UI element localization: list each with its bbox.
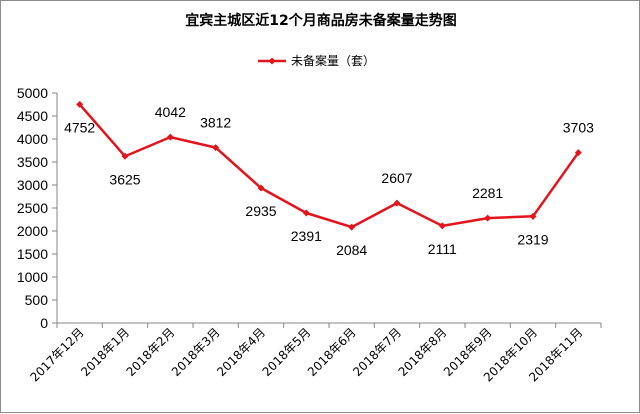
chart-title: 宜宾主城区近12个月商品房未备案量走势图 [185,12,456,29]
data-point-marker [348,223,356,231]
data-point-marker [393,199,401,207]
y-tick-label: 2500 [17,200,48,216]
y-tick-label: 5000 [17,85,48,101]
legend: 未备案量（套） [258,53,375,68]
y-tick-label: 1000 [17,269,48,285]
data-point-marker [574,149,582,157]
y-tick-label: 4000 [17,131,48,147]
data-label: 2281 [472,185,503,201]
axes [52,92,602,328]
y-tick-label: 500 [25,292,49,308]
data-label: 4042 [155,104,186,120]
data-point-marker [76,100,84,108]
data-label: 2935 [245,203,276,219]
data-point-marker [212,144,220,152]
data-labels: 4752 3625 4042 3812 2935 2391 2084 2607 2111 2281… [64,104,594,258]
data-point-marker [257,184,265,192]
y-tick-label: 1500 [17,246,48,262]
legend-marker-swatch [268,57,276,65]
y-tick-label: 0 [40,315,48,331]
y-tick-label: 2000 [17,223,48,239]
y-axis-ticks: 0 500 1000 1500 2000 2500 3000 3500 4000 4500 5000 [17,85,48,331]
data-point-marker [166,133,174,141]
data-point-marker [529,212,537,220]
data-label: 3703 [563,120,594,136]
data-label: 3625 [109,171,140,187]
legend-label: 未备案量（套） [291,53,375,68]
data-label: 2319 [517,231,548,247]
data-label: 3812 [200,115,231,131]
data-label: 2607 [381,170,412,186]
y-tick-label: 3500 [17,154,48,170]
data-point-marker [121,152,129,160]
data-label: 2111 [428,241,457,257]
data-label: 2084 [336,242,367,258]
data-point-marker [484,214,492,222]
y-tick-label: 3000 [17,177,48,193]
series-group [76,100,582,231]
data-label: 4752 [64,119,95,135]
data-point-marker [438,222,446,230]
series-line [78,103,580,229]
y-tick-label: 4500 [17,108,48,124]
data-point-marker [302,209,310,217]
x-axis-ticks: 2017年12月2018年1月2018年2月2018年3月2018年4月2018… [28,325,586,384]
x-tick-label: 2017年12月 [28,325,87,384]
data-label: 2391 [291,228,322,244]
